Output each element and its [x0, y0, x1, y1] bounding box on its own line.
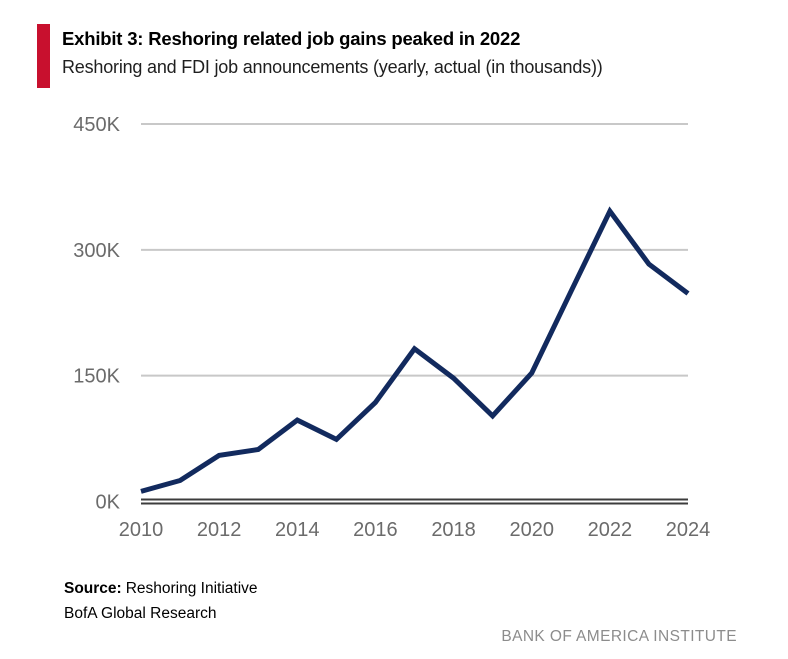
x-axis-tick-label: 2024 — [666, 519, 711, 541]
data-line-reshoring-fdi — [140, 206, 690, 494]
y-axis-tick-label: 0K — [96, 492, 121, 514]
exhibit-accent-bar — [37, 24, 50, 88]
source-note: Source: Reshoring Initiative BofA Global … — [64, 576, 258, 626]
x-axis-tick-label: 2012 — [197, 519, 242, 541]
x-axis-tick-label: 2020 — [509, 519, 554, 541]
x-axis-tick-label: 2018 — [431, 519, 476, 541]
source-line2: BofA Global Research — [64, 605, 217, 622]
y-axis-tick-label: 450K — [73, 114, 120, 136]
x-axis-tick-label: 2022 — [588, 519, 633, 541]
line-chart: 0K 150K 300K 450K 2010 2012 2014 2016 2018 2020 20… — [73, 114, 711, 541]
chart-subtitle: Reshoring and FDI job announcements (yea… — [62, 57, 603, 77]
y-axis-tick-label: 150K — [73, 366, 120, 388]
y-axis-tick-label: 300K — [73, 240, 120, 262]
exhibit-title: Exhibit 3: Reshoring related job gains p… — [62, 28, 521, 49]
source-line1: Source: Reshoring Initiative — [64, 576, 258, 601]
source-label: Source: — [64, 580, 122, 597]
source-value: Reshoring Initiative — [125, 580, 258, 597]
x-axis-tick-label: 2014 — [275, 519, 320, 541]
institute-footer: BANK OF AMERICA INSTITUTE — [501, 628, 737, 645]
x-axis-tick-label: 2016 — [353, 519, 398, 541]
x-axis-tick-label: 2010 — [119, 519, 164, 541]
